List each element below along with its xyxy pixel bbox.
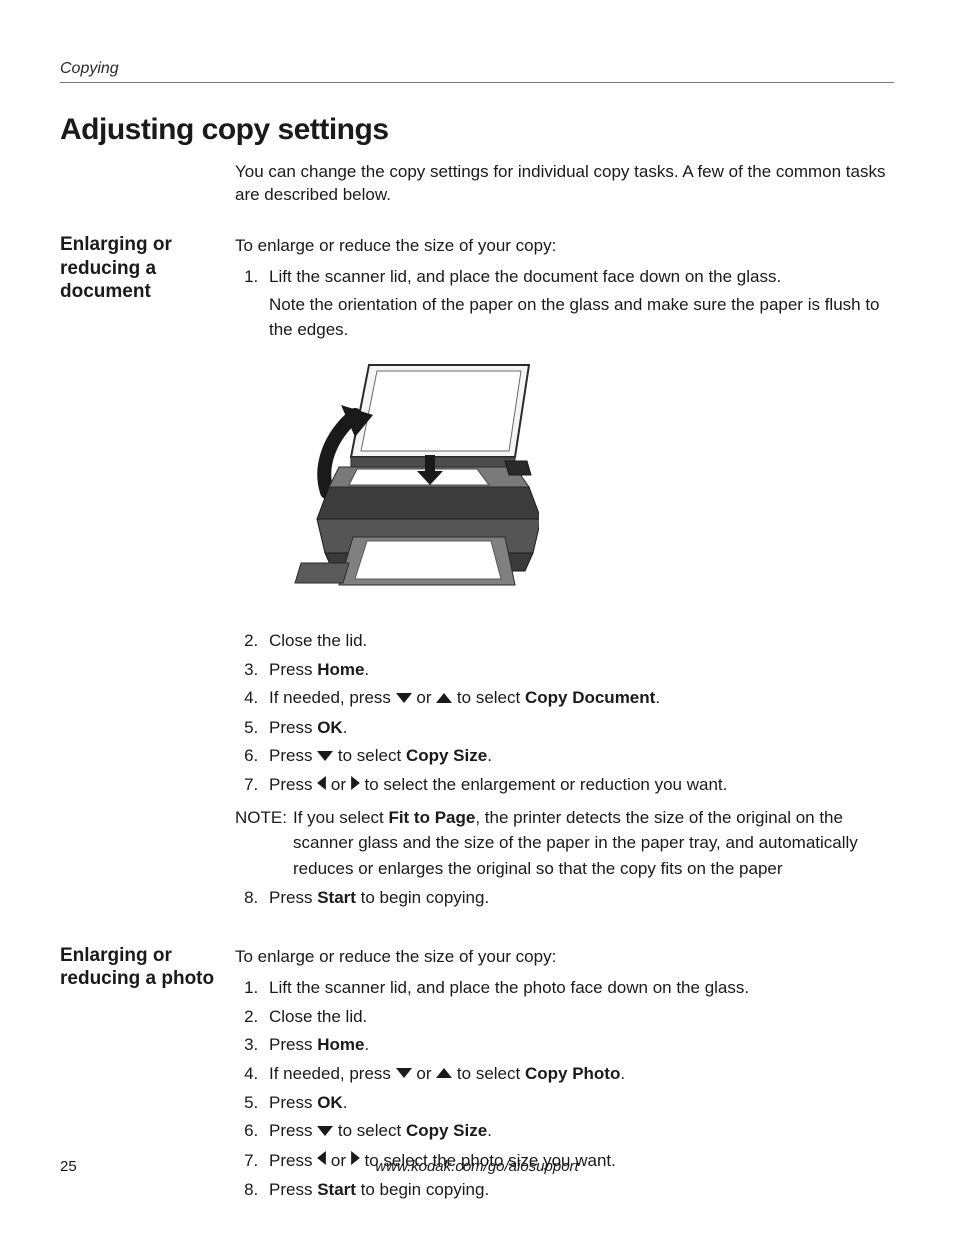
step-text: to select — [333, 746, 406, 765]
step-text: Press — [269, 1180, 317, 1199]
step-text: . — [343, 718, 348, 737]
running-head: Copying — [60, 60, 894, 83]
step-text: Press — [269, 746, 317, 765]
keyword-copy-document: Copy Document — [525, 688, 655, 707]
manual-page: Copying Adjusting copy settings You can … — [0, 0, 954, 1235]
down-arrow-icon — [317, 743, 333, 769]
keyword-start: Start — [317, 888, 356, 907]
note-block: NOTE: If you select Fit to Page, the pri… — [235, 805, 894, 882]
step-text: Press — [269, 1035, 317, 1054]
step-text: Press — [269, 718, 317, 737]
step-item: Press Home. — [263, 1032, 894, 1058]
down-arrow-icon — [317, 1118, 333, 1144]
step-text: . — [343, 1093, 348, 1112]
step-item: Lift the scanner lid, and place the phot… — [263, 975, 894, 1001]
down-arrow-icon — [396, 1060, 412, 1086]
lead-text: To enlarge or reduce the size of your co… — [235, 233, 894, 259]
section-enlarge-document: Enlarging or reducing a document To enla… — [60, 233, 894, 914]
step-text: to begin copying. — [356, 1180, 489, 1199]
note-text: If you select Fit to Page, the printer d… — [293, 805, 894, 882]
step-text: to select — [333, 1121, 406, 1140]
step-text: or — [412, 1064, 437, 1083]
step-item: Press to select Copy Size. — [263, 1118, 894, 1144]
step-text: . — [364, 1035, 369, 1054]
step-item: Lift the scanner lid, and place the docu… — [263, 264, 894, 614]
step-text: Press — [269, 888, 317, 907]
step-text: Press — [269, 1093, 317, 1112]
step-text: Press — [269, 775, 317, 794]
step-item: If needed, press or to select Copy Docum… — [263, 685, 894, 711]
page-title: Adjusting copy settings — [60, 113, 894, 147]
keyword-copy-size: Copy Size — [406, 1121, 487, 1140]
step-item: Press OK. — [263, 1090, 894, 1116]
step-item: Close the lid. — [263, 628, 894, 654]
page-footer: 25 www.kodak.com/go/aiosupport — [60, 1158, 894, 1175]
step-text: to select — [452, 688, 525, 707]
up-arrow-icon — [436, 685, 452, 711]
step-text: If needed, press — [269, 688, 396, 707]
section-heading: Enlarging or reducing a document — [60, 233, 235, 914]
step-item: If needed, press or to select Copy Photo… — [263, 1061, 894, 1087]
step-text: . — [487, 746, 492, 765]
step-text: Lift the scanner lid, and place the docu… — [269, 267, 781, 286]
up-arrow-icon — [436, 1060, 452, 1086]
printer-illustration — [269, 357, 894, 615]
step-text: . — [620, 1064, 625, 1083]
down-arrow-icon — [396, 685, 412, 711]
lead-text: To enlarge or reduce the size of your co… — [235, 944, 894, 970]
step-item: Press OK. — [263, 715, 894, 741]
step-text: to select the enlargement or reduction y… — [360, 775, 728, 794]
page-number: 25 — [60, 1158, 235, 1175]
section-body: To enlarge or reduce the size of your co… — [235, 233, 894, 914]
note-label: NOTE: — [235, 805, 293, 882]
step-list: Lift the scanner lid, and place the docu… — [235, 264, 894, 614]
keyword-ok: OK — [317, 718, 343, 737]
step-item: Press to select Copy Size. — [263, 743, 894, 769]
step-text: Lift the scanner lid, and place the phot… — [269, 978, 749, 997]
step-text: Close the lid. — [269, 1007, 367, 1026]
keyword-copy-photo: Copy Photo — [525, 1064, 620, 1083]
note-text-part: If you select — [293, 808, 388, 827]
keyword-copy-size: Copy Size — [406, 746, 487, 765]
step-item: Press or to select the enlargement or re… — [263, 772, 894, 798]
step-item: Close the lid. — [263, 1004, 894, 1030]
right-arrow-icon — [351, 772, 360, 798]
step-text: . — [364, 660, 369, 679]
step-text: . — [487, 1121, 492, 1140]
keyword-start: Start — [317, 1180, 356, 1199]
step-list-cont2: Press Start to begin copying. — [235, 885, 894, 911]
step-text: Press — [269, 1121, 317, 1140]
step-text: Close the lid. — [269, 631, 367, 650]
keyword-ok: OK — [317, 1093, 343, 1112]
footer-url: www.kodak.com/go/aiosupport — [235, 1158, 894, 1175]
keyword-home: Home — [317, 660, 364, 679]
step-text: to begin copying. — [356, 888, 489, 907]
step-text: . — [655, 688, 660, 707]
step-text: Press — [269, 660, 317, 679]
step-item: Press Home. — [263, 657, 894, 683]
keyword-fit-to-page: Fit to Page — [388, 808, 475, 827]
left-arrow-icon — [317, 772, 326, 798]
intro-paragraph: You can change the copy settings for ind… — [235, 161, 894, 207]
step-text: If needed, press — [269, 1064, 396, 1083]
keyword-home: Home — [317, 1035, 364, 1054]
step-list-cont: Close the lid. Press Home. If needed, pr… — [235, 628, 894, 798]
step-subtext: Note the orientation of the paper on the… — [269, 292, 894, 343]
step-text: or — [412, 688, 437, 707]
step-item: Press Start to begin copying. — [263, 885, 894, 911]
step-text: to select — [452, 1064, 525, 1083]
step-text: or — [326, 775, 351, 794]
step-item: Press Start to begin copying. — [263, 1177, 894, 1203]
